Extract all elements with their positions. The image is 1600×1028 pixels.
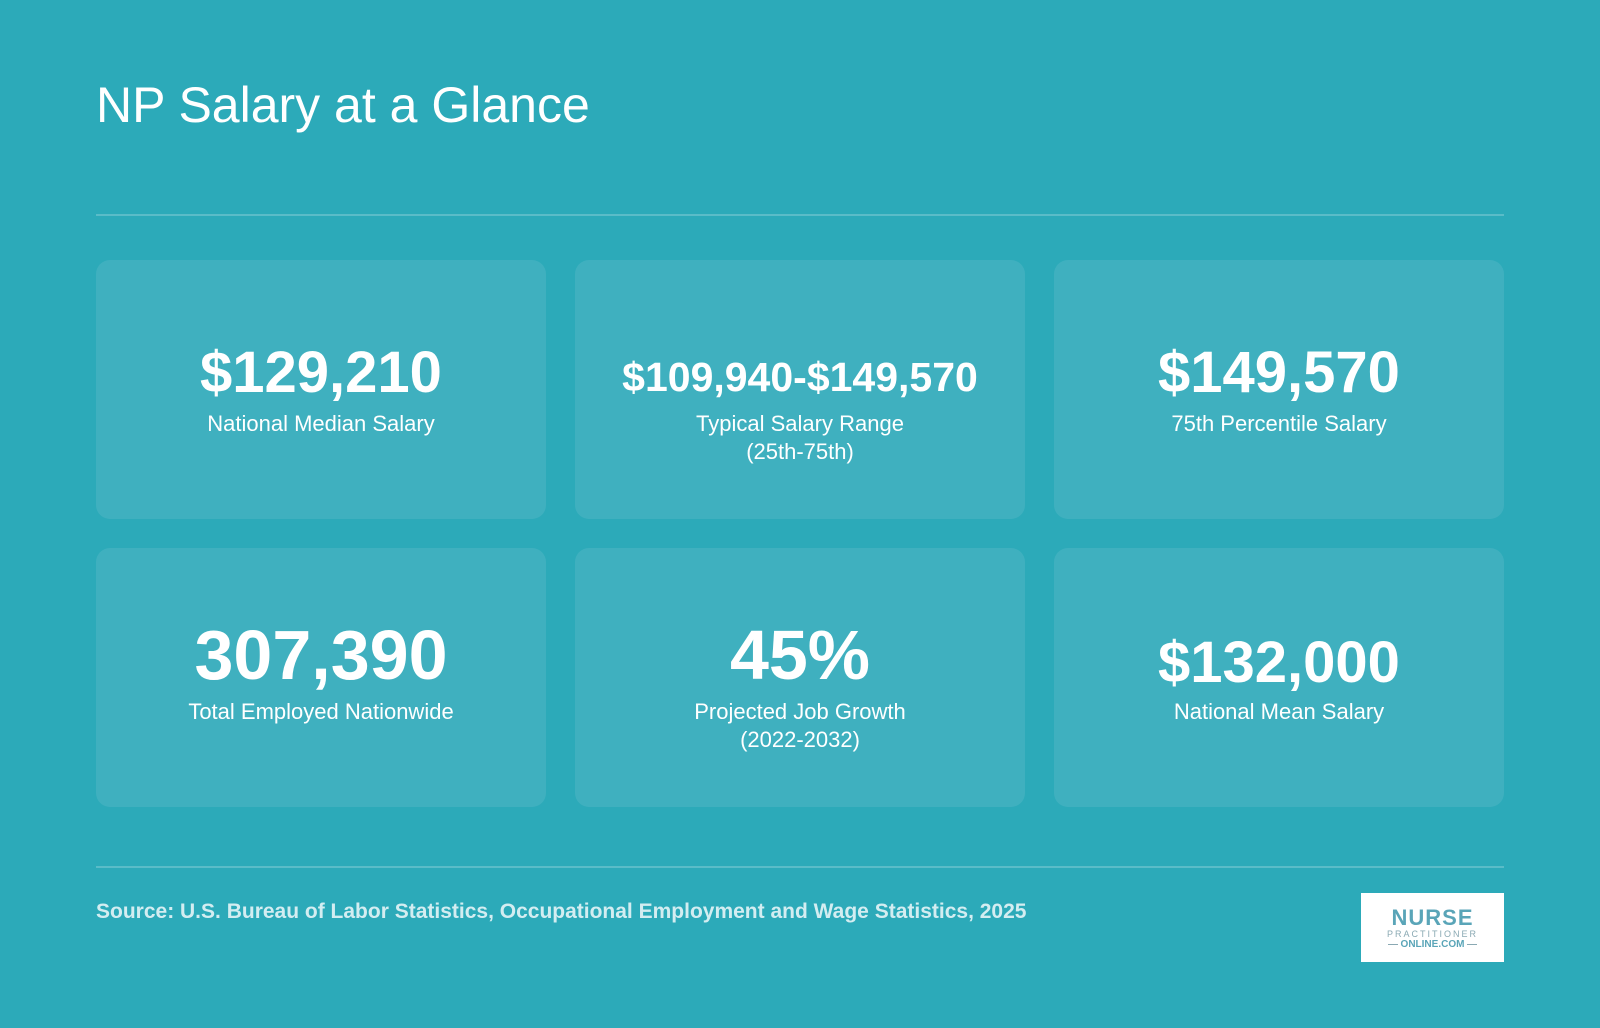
stats-grid: $129,210 National Median Salary $109,940… bbox=[96, 260, 1504, 807]
bottom-divider bbox=[96, 866, 1504, 868]
stat-sublabel: (2022-2032) bbox=[740, 727, 860, 752]
stat-value: $109,940-$149,570 bbox=[622, 354, 978, 400]
logo-text-nurse: NURSE bbox=[1391, 905, 1474, 930]
top-divider bbox=[96, 214, 1504, 216]
source-citation: Source: U.S. Bureau of Labor Statistics,… bbox=[96, 900, 1027, 923]
stat-label: Total Employed Nationwide bbox=[188, 699, 454, 724]
stat-card-75th-percentile: $149,570 75th Percentile Salary bbox=[1054, 260, 1504, 519]
page-title: NP Salary at a Glance bbox=[96, 77, 590, 133]
stat-value: $129,210 bbox=[200, 340, 442, 405]
stat-label: Typical Salary Range bbox=[696, 411, 904, 436]
stat-value: 307,390 bbox=[194, 616, 448, 694]
stat-value: $132,000 bbox=[1158, 630, 1400, 695]
stat-label: 75th Percentile Salary bbox=[1171, 411, 1387, 436]
brand-logo: NURSE PRACTITIONER ONLINE.COM bbox=[1361, 893, 1504, 962]
stat-card-mean-salary: $132,000 National Mean Salary bbox=[1054, 548, 1504, 807]
stat-value: 45% bbox=[729, 616, 871, 694]
stat-sublabel: (25th-75th) bbox=[746, 439, 854, 464]
logo-text-online: ONLINE.COM bbox=[1361, 939, 1504, 951]
stat-label: Projected Job Growth bbox=[694, 699, 906, 724]
logo-domain: ONLINE.COM bbox=[1400, 939, 1465, 950]
stat-value: $149,570 bbox=[1158, 340, 1400, 405]
stat-label: National Median Salary bbox=[207, 411, 435, 436]
stat-card-median-salary: $129,210 National Median Salary bbox=[96, 260, 546, 519]
stat-card-salary-range: $109,940-$149,570 Typical Salary Range (… bbox=[575, 260, 1025, 519]
logo-rule-icon bbox=[1387, 943, 1398, 945]
stat-label: National Mean Salary bbox=[1173, 699, 1385, 724]
stat-card-job-growth: 45% Projected Job Growth (2022-2032) bbox=[575, 548, 1025, 807]
logo-text-practitioner: PRACTITIONER bbox=[1386, 929, 1478, 939]
stat-card-total-employed: 307,390 Total Employed Nationwide bbox=[96, 548, 546, 807]
logo-rule-icon bbox=[1467, 943, 1478, 945]
